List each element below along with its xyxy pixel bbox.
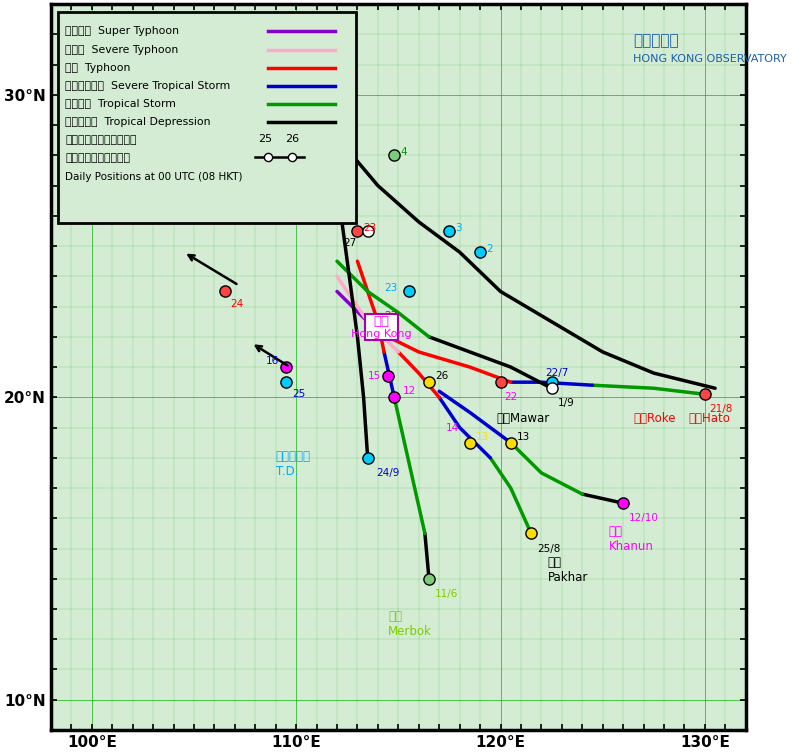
- Point: [402, 286, 415, 298]
- Text: 香港天文台: 香港天文台: [633, 33, 678, 48]
- Text: （香港時間上午八時）: （香港時間上午八時）: [65, 153, 130, 164]
- Text: 洛克Roke: 洛克Roke: [633, 412, 675, 425]
- Text: 熱帶風暴  Tropical Storm: 熱帶風暴 Tropical Storm: [65, 99, 176, 109]
- Text: 16: 16: [265, 356, 278, 366]
- Text: 25: 25: [292, 389, 305, 400]
- Point: [698, 388, 711, 400]
- Point: [504, 437, 516, 449]
- Point: [616, 497, 629, 509]
- Text: 4: 4: [400, 147, 407, 158]
- Text: 瑪娃Mawar: 瑪娃Mawar: [496, 412, 549, 425]
- Text: 23: 23: [363, 223, 376, 233]
- FancyBboxPatch shape: [365, 314, 398, 340]
- Point: [218, 286, 231, 298]
- Point: [473, 246, 486, 258]
- Text: 22/7: 22/7: [545, 368, 568, 378]
- Text: 27: 27: [342, 238, 356, 248]
- Text: 熱帶低氣壓
T.D.: 熱帶低氣壓 T.D.: [275, 450, 310, 478]
- Point: [443, 225, 456, 237]
- Text: 24: 24: [230, 299, 244, 308]
- Point: [524, 527, 537, 539]
- Point: [286, 151, 298, 163]
- Text: 13: 13: [516, 431, 529, 442]
- Text: 帕卡
Pakhar: 帕卡 Pakhar: [547, 556, 587, 584]
- Point: [361, 452, 374, 464]
- FancyBboxPatch shape: [58, 12, 356, 223]
- Text: 卡努
Khanun: 卡努 Khanun: [608, 526, 653, 553]
- Text: 21/8: 21/8: [708, 404, 731, 415]
- Point: [371, 316, 384, 328]
- Point: [463, 437, 476, 449]
- Text: 天鴿Hato: 天鴿Hato: [687, 412, 730, 425]
- Text: Daily Positions at 00 UTC (08 HKT): Daily Positions at 00 UTC (08 HKT): [65, 172, 242, 182]
- Text: 12: 12: [402, 386, 415, 397]
- Point: [387, 149, 400, 161]
- Text: 苗柏
Merbok: 苗柏 Merbok: [387, 610, 431, 638]
- Text: 15: 15: [367, 371, 380, 381]
- Point: [422, 573, 435, 585]
- Text: 24/9: 24/9: [375, 468, 399, 478]
- Point: [261, 151, 273, 163]
- Text: 26: 26: [435, 371, 448, 381]
- Text: 11/6: 11/6: [435, 589, 458, 599]
- Text: HONG KONG OBSERVATORY: HONG KONG OBSERVATORY: [633, 54, 786, 63]
- Text: 13: 13: [476, 431, 488, 442]
- Text: 強烈熱帶風暴  Severe Tropical Storm: 強烈熱帶風暴 Severe Tropical Storm: [65, 81, 230, 90]
- Point: [493, 376, 506, 388]
- Text: 熱帶低氣壓  Tropical Depression: 熱帶低氣壓 Tropical Depression: [65, 117, 210, 127]
- Text: 25: 25: [258, 133, 272, 144]
- Text: 2: 2: [485, 244, 492, 254]
- Text: 12/10: 12/10: [629, 513, 658, 523]
- Text: 3: 3: [455, 223, 462, 233]
- Text: 23: 23: [383, 284, 397, 293]
- Point: [381, 370, 394, 382]
- Text: 25/8: 25/8: [537, 544, 560, 553]
- Text: 強飶風  Severe Typhoon: 強飶風 Severe Typhoon: [65, 44, 178, 54]
- Point: [350, 225, 363, 237]
- Point: [545, 382, 557, 394]
- Point: [422, 376, 435, 388]
- Text: 14: 14: [445, 422, 458, 433]
- Text: 23: 23: [383, 311, 397, 320]
- Text: 每日協調世界時零時位置: 每日協調世界時零時位置: [65, 135, 136, 146]
- Text: 1/9: 1/9: [557, 398, 573, 409]
- Point: [545, 376, 557, 388]
- Point: [279, 361, 292, 373]
- Point: [361, 225, 374, 237]
- Point: [387, 391, 400, 403]
- Text: 22: 22: [504, 392, 517, 403]
- Point: [279, 376, 292, 388]
- Text: 26: 26: [285, 133, 299, 144]
- Text: 香港: 香港: [373, 315, 389, 328]
- Text: 超強飶風  Super Typhoon: 超強飶風 Super Typhoon: [65, 26, 179, 36]
- Text: Hong Kong: Hong Kong: [350, 329, 411, 339]
- Text: 飶風  Typhoon: 飶風 Typhoon: [65, 63, 131, 72]
